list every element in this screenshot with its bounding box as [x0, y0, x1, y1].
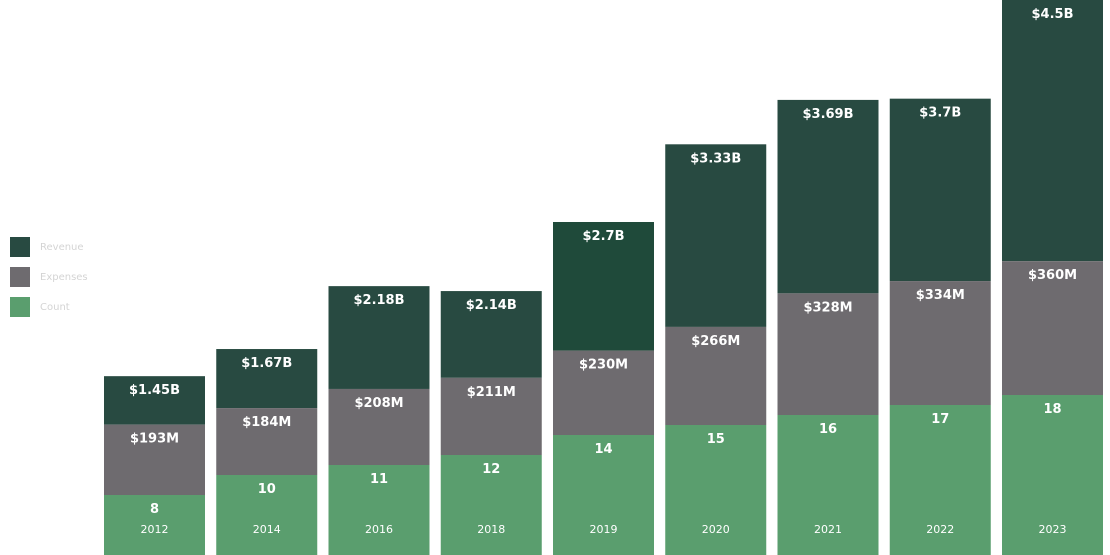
bar-segment-revenue: [216, 349, 318, 409]
data-label-expenses: $208M: [354, 396, 403, 411]
legend-label-expenses: Expenses: [40, 271, 88, 283]
bar-segment-count: [104, 495, 205, 555]
legend-swatch-expenses: [10, 267, 30, 287]
data-label-count: 11: [370, 472, 388, 487]
data-label-expenses: $266M: [691, 334, 740, 349]
legend-swatch-count: [10, 297, 30, 317]
data-label-revenue: $2.7B: [583, 229, 625, 244]
x-tick-label: 2020: [702, 523, 730, 536]
bar-segment-expenses: [104, 424, 205, 495]
data-label-count: 10: [258, 482, 276, 497]
data-label-revenue: $3.69B: [802, 107, 853, 122]
legend-item-expenses: Expenses: [10, 267, 88, 287]
bar-segment-revenue: [440, 291, 542, 378]
bar-segment-expenses: [328, 388, 430, 465]
data-label-count: 15: [707, 432, 725, 447]
bar-segment-count: [440, 455, 542, 555]
data-label-expenses: $334M: [916, 288, 965, 303]
bar-segment-expenses: [440, 377, 542, 455]
bar-segment-expenses: [889, 281, 991, 405]
x-tick-label: 2016: [365, 523, 393, 536]
bar-segment-revenue: [889, 98, 991, 282]
data-label-expenses: $230M: [579, 358, 628, 373]
data-label-revenue: $1.67B: [241, 356, 292, 371]
data-label-revenue: $3.33B: [690, 151, 741, 166]
data-label-count: 17: [931, 412, 949, 427]
data-label-count: 14: [594, 442, 612, 457]
bar-segment-expenses: [777, 293, 879, 415]
data-label-expenses: $328M: [803, 300, 852, 315]
bar-segment-count: [553, 435, 654, 555]
x-tick-label: 2014: [253, 523, 281, 536]
data-label-expenses: $360M: [1028, 268, 1077, 283]
bar-segment-count: [665, 425, 767, 555]
bar-segment-count: [216, 475, 318, 555]
bar-segment-expenses: [1002, 261, 1103, 395]
chart-legend: Revenue Expenses Count: [10, 237, 88, 327]
data-label-revenue: $2.14B: [466, 298, 517, 313]
x-tick-label: 2023: [1039, 523, 1067, 536]
data-label-revenue: $2.18B: [353, 293, 404, 308]
bar-segment-count: [889, 405, 991, 555]
bar-segment-revenue: [777, 99, 879, 294]
legend-item-revenue: Revenue: [10, 237, 88, 257]
x-tick-label: 2018: [477, 523, 505, 536]
bar-segment-revenue: [1002, 0, 1103, 262]
bar-segment-count: [777, 415, 879, 555]
bar-segment-expenses: [553, 350, 654, 435]
data-label-revenue: $3.7B: [919, 106, 961, 121]
bar-segment-count: [1002, 395, 1103, 555]
bar-segment-revenue: [665, 144, 767, 327]
legend-label-revenue: Revenue: [40, 241, 84, 253]
data-label-revenue: $1.45B: [129, 383, 180, 398]
legend-item-count: Count: [10, 297, 88, 317]
x-tick-label: 2019: [590, 523, 618, 536]
data-label-expenses: $211M: [467, 385, 516, 400]
bar-segment-revenue: [104, 376, 205, 425]
bar-segment-expenses: [216, 408, 318, 475]
data-label-count: 8: [150, 502, 159, 517]
data-label-revenue: $4.5B: [1032, 7, 1074, 22]
bar-segment-revenue: [328, 286, 430, 389]
data-label-count: 18: [1043, 402, 1061, 417]
data-label-expenses: $193M: [130, 432, 179, 447]
x-tick-label: 2021: [814, 523, 842, 536]
bar-segment-count: [328, 465, 430, 555]
legend-label-count: Count: [40, 301, 70, 313]
x-tick-label: 2012: [141, 523, 169, 536]
data-label-count: 16: [819, 422, 837, 437]
x-tick-label: 2022: [926, 523, 954, 536]
data-label-expenses: $184M: [242, 415, 291, 430]
bar-segment-revenue: [553, 222, 654, 351]
data-label-count: 12: [482, 462, 500, 477]
bar-segment-expenses: [665, 326, 767, 425]
legend-swatch-revenue: [10, 237, 30, 257]
